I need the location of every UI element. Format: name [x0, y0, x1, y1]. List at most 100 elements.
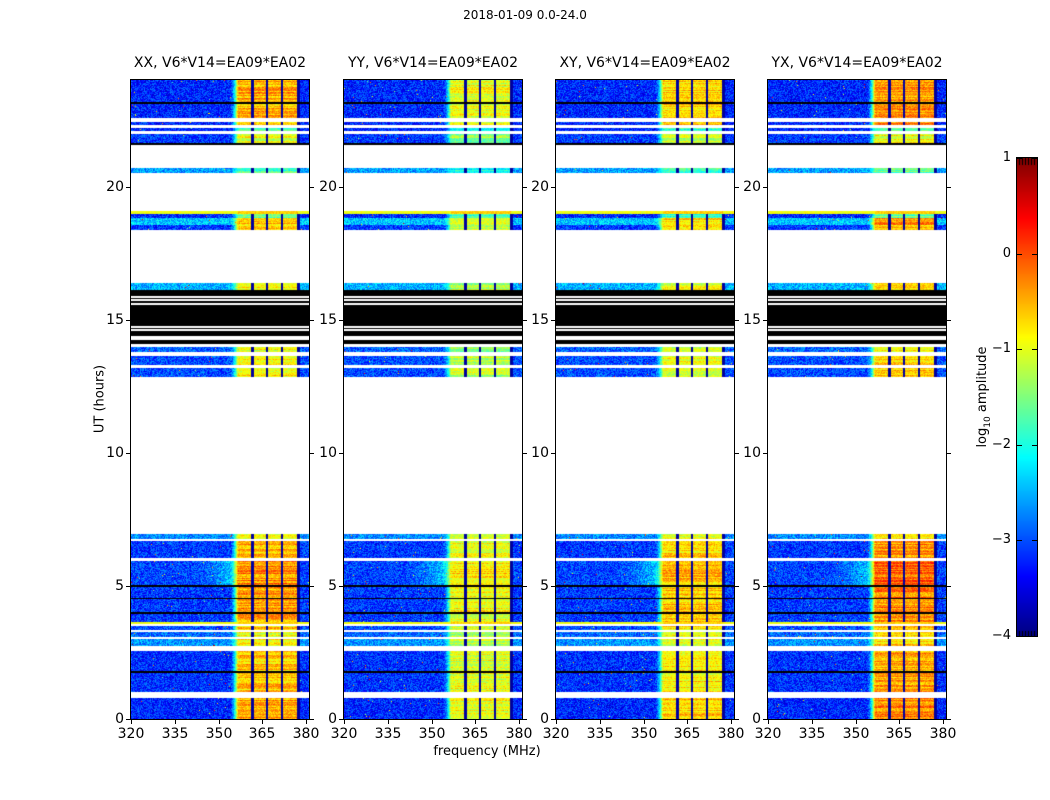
- y-tick-mark: [339, 719, 343, 720]
- x-tick-mark: [556, 720, 557, 724]
- y-tick-mark: [523, 453, 527, 454]
- colorbar-tick-mark: [1032, 540, 1037, 541]
- x-tick-mark: [475, 720, 476, 724]
- y-tick-mark: [763, 320, 767, 321]
- spectrogram-panel-xx: [130, 79, 310, 720]
- y-tick-label: 5: [752, 578, 761, 594]
- x-axis-label: frequency (MHz): [433, 744, 541, 759]
- x-tick-label: 365: [461, 726, 489, 742]
- x-tick-label: 335: [586, 726, 614, 742]
- y-tick-mark: [947, 586, 951, 587]
- colorbar-tick-label: 1: [1002, 150, 1011, 165]
- y-tick-label: 10: [106, 445, 124, 461]
- x-tick-label: 335: [161, 726, 189, 742]
- x-tick-mark: [388, 720, 389, 724]
- x-tick-mark: [219, 720, 220, 724]
- colorbar-tick-mark: [1017, 636, 1022, 637]
- x-tick-mark: [306, 720, 307, 724]
- colorbar-tick-mark: [1017, 254, 1022, 255]
- colorbar-tick-label: −4: [991, 628, 1011, 643]
- spectrogram-canvas: [344, 80, 522, 719]
- x-tick-mark: [131, 720, 132, 724]
- y-tick-mark: [339, 187, 343, 188]
- y-tick-mark: [763, 453, 767, 454]
- x-tick-label: 365: [248, 726, 276, 742]
- colorbar-tick-mark: [1017, 349, 1022, 350]
- y-tick-label: 0: [115, 711, 124, 727]
- spectrogram-canvas: [556, 80, 734, 719]
- y-tick-mark: [947, 187, 951, 188]
- y-tick-label: 15: [531, 312, 549, 328]
- x-tick-mark: [600, 720, 601, 724]
- x-tick-mark: [812, 720, 813, 724]
- x-tick-mark: [687, 720, 688, 724]
- y-tick-mark: [310, 320, 314, 321]
- colorbar-tick-label: 0: [1002, 246, 1011, 261]
- x-tick-mark: [856, 720, 857, 724]
- y-tick-mark: [735, 320, 739, 321]
- colorbar-label-prefix: log: [975, 427, 991, 448]
- y-tick-mark: [126, 586, 130, 587]
- colorbar-tick-label: −3: [991, 532, 1011, 547]
- x-tick-label: 320: [330, 726, 358, 742]
- y-tick-mark: [126, 320, 130, 321]
- y-tick-mark: [551, 320, 555, 321]
- colorbar-tick-mark: [1032, 158, 1037, 159]
- x-tick-label: 320: [542, 726, 570, 742]
- panel-title: XY, V6*V14=EA09*EA02: [559, 55, 731, 71]
- x-tick-mark: [262, 720, 263, 724]
- y-tick-label: 10: [743, 445, 761, 461]
- x-tick-label: 350: [418, 726, 446, 742]
- y-tick-label: 10: [319, 445, 337, 461]
- colorbar: [1016, 157, 1038, 637]
- y-tick-mark: [523, 719, 527, 720]
- x-tick-label: 320: [117, 726, 145, 742]
- y-tick-mark: [947, 453, 951, 454]
- x-tick-mark: [731, 720, 732, 724]
- y-tick-mark: [763, 586, 767, 587]
- spectrogram-canvas: [768, 80, 946, 719]
- y-tick-label: 5: [328, 578, 337, 594]
- y-tick-mark: [551, 719, 555, 720]
- y-tick-mark: [523, 320, 527, 321]
- y-tick-mark: [763, 719, 767, 720]
- spectrogram-panel-yy: [343, 79, 523, 720]
- y-tick-mark: [339, 586, 343, 587]
- y-tick-label: 15: [743, 312, 761, 328]
- colorbar-tick-mark: [1032, 445, 1037, 446]
- x-tick-mark: [943, 720, 944, 724]
- spectrogram-panel-xy: [555, 79, 735, 720]
- y-tick-label: 15: [106, 312, 124, 328]
- y-tick-mark: [523, 586, 527, 587]
- x-tick-label: 380: [717, 726, 745, 742]
- y-tick-mark: [310, 586, 314, 587]
- y-tick-mark: [763, 187, 767, 188]
- x-tick-label: 350: [842, 726, 870, 742]
- y-tick-mark: [126, 187, 130, 188]
- x-tick-label: 350: [205, 726, 233, 742]
- x-tick-label: 365: [885, 726, 913, 742]
- y-tick-label: 5: [115, 578, 124, 594]
- y-tick-mark: [126, 719, 130, 720]
- x-tick-label: 380: [292, 726, 320, 742]
- y-tick-label: 20: [531, 179, 549, 195]
- colorbar-tick-mark: [1032, 254, 1037, 255]
- y-tick-mark: [947, 320, 951, 321]
- y-tick-mark: [551, 586, 555, 587]
- colorbar-tick-mark: [1032, 636, 1037, 637]
- colorbar-tick-mark: [1017, 540, 1022, 541]
- x-tick-mark: [899, 720, 900, 724]
- y-axis-label: UT (hours): [92, 364, 108, 434]
- y-tick-mark: [735, 453, 739, 454]
- y-tick-mark: [310, 719, 314, 720]
- y-tick-label: 15: [319, 312, 337, 328]
- colorbar-tick-mark: [1017, 445, 1022, 446]
- colorbar-tick-label: −2: [991, 437, 1011, 452]
- y-tick-label: 20: [743, 179, 761, 195]
- x-tick-label: 380: [505, 726, 533, 742]
- colorbar-label-suffix: amplitude: [975, 346, 991, 417]
- y-tick-label: 20: [319, 179, 337, 195]
- y-tick-mark: [735, 586, 739, 587]
- y-tick-label: 20: [106, 179, 124, 195]
